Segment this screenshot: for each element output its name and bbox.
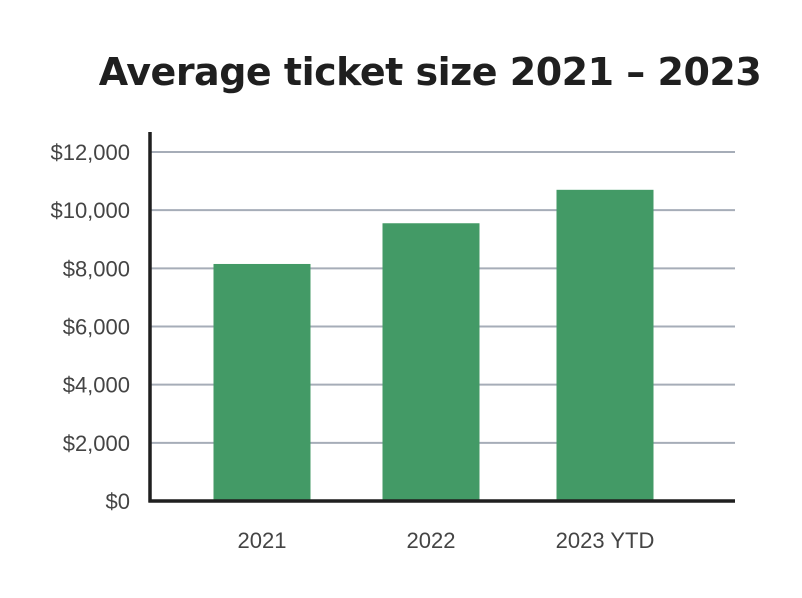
axes xyxy=(148,132,735,503)
bar-2022 xyxy=(382,223,480,502)
y-tick-labels: $0 $2,000 $4,000 $6,000 $8,000 $10,000 $12,000 xyxy=(50,140,130,514)
x-tick-label: 2022 xyxy=(407,528,456,553)
y-tick-label: $6,000 xyxy=(63,315,130,340)
y-tick-label: $0 xyxy=(106,489,130,514)
x-tick-label: 2021 xyxy=(238,528,287,553)
chart-title: Average ticket size 2021 – 2023 xyxy=(98,50,762,94)
bar-2021 xyxy=(213,263,311,501)
x-tick-label: 2023 YTD xyxy=(556,528,655,553)
y-tick-label: $10,000 xyxy=(50,198,130,223)
y-tick-label: $4,000 xyxy=(63,373,130,398)
bars xyxy=(213,189,654,502)
y-tick-label: $8,000 xyxy=(63,256,130,281)
y-tick-label: $2,000 xyxy=(63,431,130,456)
x-tick-labels: 2021 2022 2023 YTD xyxy=(238,528,655,553)
bar-2023-ytd xyxy=(556,189,654,501)
y-tick-label: $12,000 xyxy=(50,140,130,165)
